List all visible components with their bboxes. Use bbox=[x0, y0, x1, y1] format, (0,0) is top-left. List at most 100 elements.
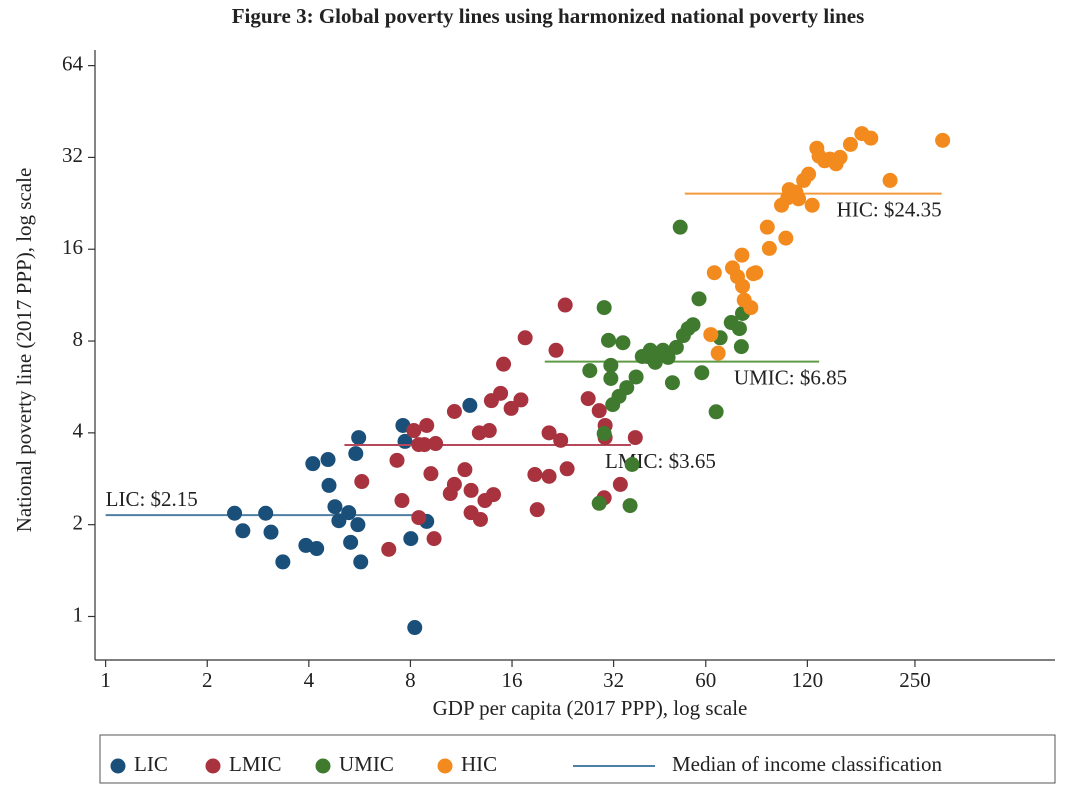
point bbox=[582, 363, 598, 379]
point bbox=[416, 437, 432, 453]
point bbox=[596, 426, 612, 442]
point bbox=[703, 327, 719, 343]
legend-label: LMIC bbox=[229, 752, 282, 776]
point bbox=[411, 510, 427, 526]
y-tick-label: 2 bbox=[73, 510, 84, 534]
point bbox=[446, 476, 462, 492]
point bbox=[734, 247, 750, 263]
point bbox=[557, 297, 573, 313]
y-axis-label: National poverty line (2017 PPP), log sc… bbox=[12, 168, 36, 533]
point bbox=[863, 130, 879, 146]
point bbox=[710, 345, 726, 361]
point bbox=[672, 219, 688, 235]
point bbox=[660, 349, 676, 365]
point bbox=[496, 356, 512, 372]
point bbox=[275, 554, 291, 570]
legend-box bbox=[99, 734, 1056, 784]
point bbox=[503, 400, 519, 416]
point bbox=[748, 265, 764, 281]
legend-label: LIC bbox=[134, 752, 168, 776]
point bbox=[603, 357, 619, 373]
point bbox=[804, 197, 820, 213]
point bbox=[791, 191, 807, 207]
x-tick-label: 120 bbox=[792, 668, 824, 692]
point bbox=[685, 317, 701, 333]
point bbox=[743, 300, 759, 316]
median-label: LIC: $2.15 bbox=[106, 487, 198, 511]
x-tick-label: 2 bbox=[202, 668, 213, 692]
point bbox=[706, 265, 722, 281]
point bbox=[627, 430, 643, 446]
point bbox=[407, 620, 423, 636]
point bbox=[580, 391, 596, 407]
y-tick-label: 32 bbox=[62, 143, 83, 167]
x-tick-label: 16 bbox=[502, 668, 523, 692]
point bbox=[601, 332, 617, 348]
point bbox=[733, 339, 749, 355]
point bbox=[343, 534, 359, 550]
point bbox=[761, 240, 777, 256]
point bbox=[463, 482, 479, 498]
x-tick-label: 32 bbox=[603, 668, 624, 692]
point bbox=[423, 466, 439, 482]
y-tick-label: 64 bbox=[62, 51, 84, 75]
point bbox=[553, 432, 569, 448]
point bbox=[309, 541, 325, 557]
point bbox=[664, 375, 680, 391]
y-tick-label: 16 bbox=[62, 235, 83, 259]
point bbox=[321, 477, 337, 493]
legend-marker bbox=[437, 758, 453, 774]
point bbox=[596, 300, 612, 316]
point bbox=[668, 339, 684, 355]
x-tick-label: 250 bbox=[899, 668, 931, 692]
point bbox=[513, 392, 529, 408]
point bbox=[348, 446, 364, 462]
point bbox=[350, 517, 366, 533]
point bbox=[628, 369, 644, 385]
point bbox=[227, 505, 243, 521]
point bbox=[258, 505, 274, 521]
point bbox=[381, 541, 397, 557]
legend-marker bbox=[110, 758, 126, 774]
point bbox=[882, 172, 898, 188]
point bbox=[481, 423, 497, 439]
point bbox=[801, 166, 817, 182]
legend-label: Median of income classification bbox=[672, 752, 942, 776]
legend-marker bbox=[205, 758, 221, 774]
point bbox=[354, 474, 370, 490]
point bbox=[389, 452, 405, 468]
point bbox=[394, 493, 410, 509]
point bbox=[353, 554, 369, 570]
point bbox=[778, 230, 794, 246]
median-label: HIC: $24.35 bbox=[837, 197, 942, 221]
point bbox=[462, 397, 478, 413]
point bbox=[493, 385, 509, 401]
point bbox=[832, 149, 848, 165]
point bbox=[735, 278, 751, 294]
x-tick-label: 8 bbox=[405, 668, 416, 692]
point bbox=[517, 330, 533, 346]
point bbox=[428, 436, 444, 452]
point bbox=[548, 342, 564, 358]
point bbox=[759, 219, 775, 235]
point bbox=[591, 403, 607, 419]
point bbox=[320, 452, 336, 468]
chart-title: Figure 3: Global poverty lines using har… bbox=[232, 4, 865, 28]
point bbox=[619, 380, 635, 396]
point bbox=[403, 531, 419, 547]
point bbox=[457, 462, 473, 478]
legend-label: HIC bbox=[461, 752, 497, 776]
point bbox=[694, 365, 710, 381]
x-tick-label: 4 bbox=[304, 668, 315, 692]
point bbox=[935, 132, 951, 148]
point bbox=[691, 291, 707, 307]
point bbox=[541, 425, 557, 441]
point bbox=[612, 476, 628, 492]
point bbox=[472, 511, 488, 527]
point bbox=[406, 423, 422, 439]
point bbox=[559, 461, 575, 477]
point bbox=[615, 335, 631, 351]
point bbox=[842, 136, 858, 152]
point bbox=[622, 498, 638, 514]
